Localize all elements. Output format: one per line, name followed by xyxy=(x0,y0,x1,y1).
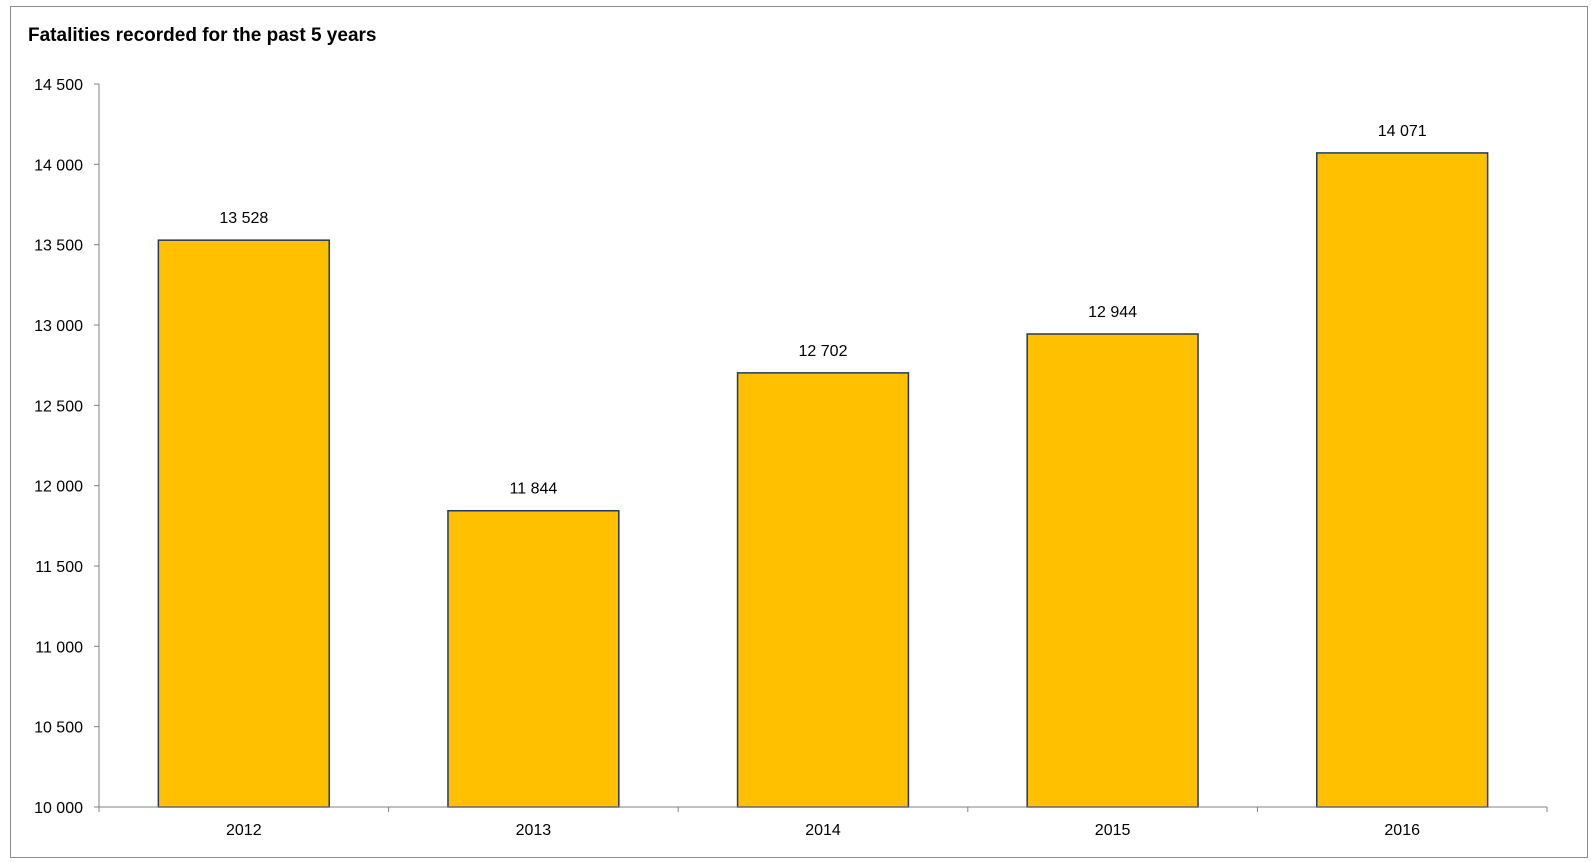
y-tick-label: 14 000 xyxy=(34,157,83,174)
bar-2014 xyxy=(736,372,910,808)
y-tick-label: 11 000 xyxy=(35,639,83,656)
value-label-2013: 11 844 xyxy=(510,481,558,498)
y-tick-label: 10 500 xyxy=(34,720,83,737)
x-tick-label: 2013 xyxy=(516,822,552,839)
bar-2012 xyxy=(157,239,330,808)
y-tick-label: 12 500 xyxy=(34,398,83,415)
value-labels: 13 528 11 844 12 702 12 944 14 071 xyxy=(219,123,1426,498)
x-tick-label: 2012 xyxy=(226,822,262,839)
x-axis-labels: 2012 2013 2014 2015 2016 xyxy=(226,822,1420,839)
y-axis-ticks: 10 000 10 500 11 000 11 500 12 000 12 500 13 0… xyxy=(34,77,1548,817)
y-tick-label: 12 000 xyxy=(34,479,83,496)
x-tick-label: 2014 xyxy=(805,822,841,839)
bar-2015 xyxy=(1026,333,1199,808)
y-tick-label: 10 000 xyxy=(34,800,83,817)
y-tick-label: 13 500 xyxy=(34,238,83,255)
value-label-2012: 13 528 xyxy=(219,210,268,227)
bar-2013 xyxy=(447,509,620,808)
x-tick-label: 2015 xyxy=(1095,822,1131,839)
chart-title: Fatalities recorded for the past 5 years xyxy=(28,25,377,46)
y-tick-label: 11 500 xyxy=(35,559,83,576)
value-label-2014: 12 702 xyxy=(799,343,848,360)
value-label-2015: 12 944 xyxy=(1088,304,1137,321)
bar-2016 xyxy=(1316,152,1489,808)
y-tick-label: 13 000 xyxy=(34,318,83,335)
x-tick-label: 2016 xyxy=(1384,822,1420,839)
y-tick-label: 14 500 xyxy=(34,77,83,94)
value-label-2016: 14 071 xyxy=(1378,123,1427,140)
bars xyxy=(157,152,1489,808)
